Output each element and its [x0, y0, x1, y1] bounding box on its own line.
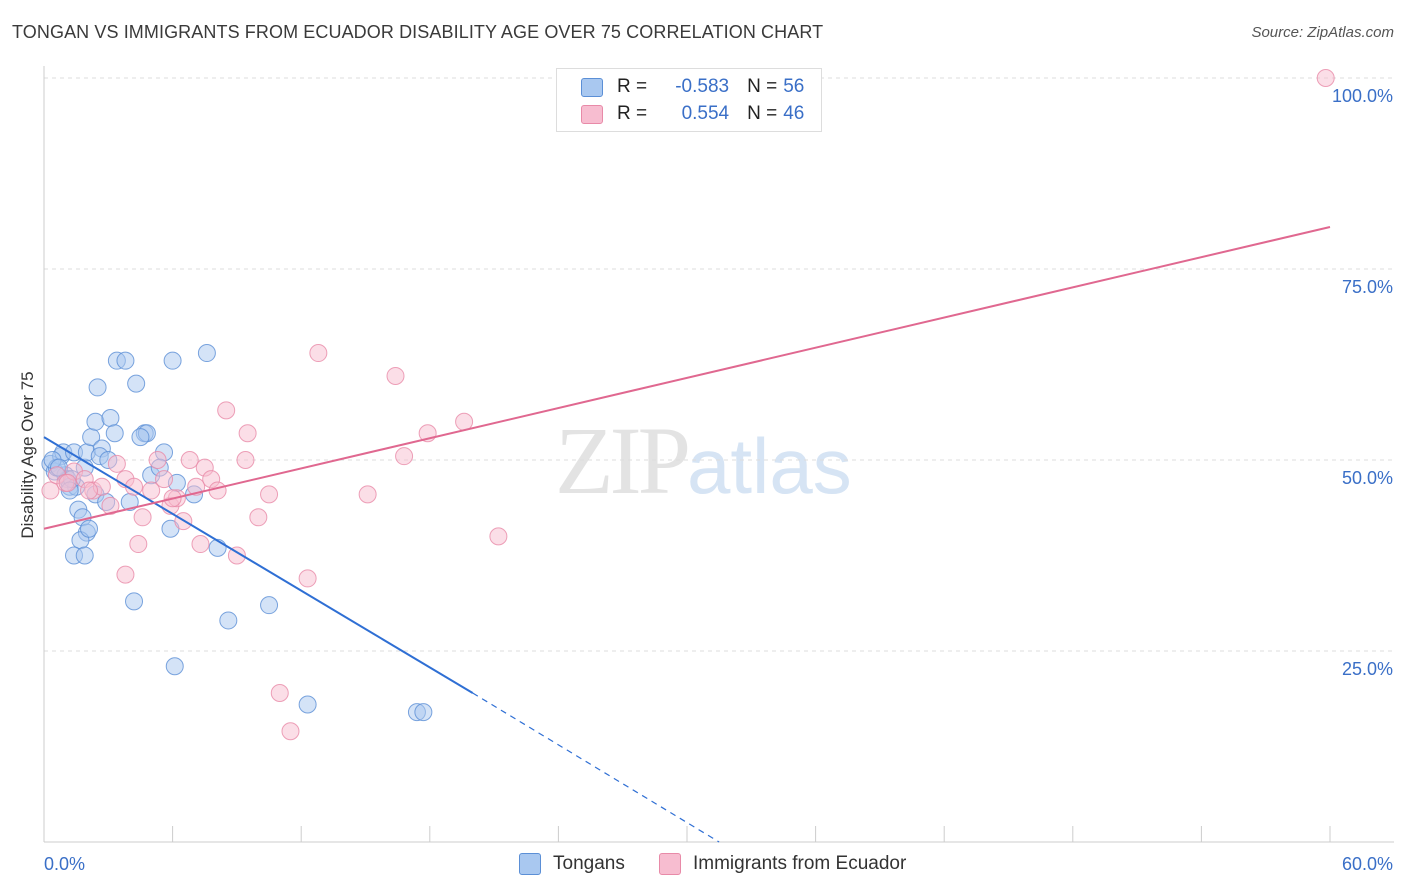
- bottom-legend-swatch-ecuador: [659, 853, 681, 875]
- ecuador-point: [249, 508, 268, 527]
- ecuador-point: [155, 470, 174, 489]
- tongan-point: [86, 412, 105, 431]
- tongan-point: [127, 374, 146, 393]
- ecuador-point: [101, 496, 120, 515]
- tongan-trend-line: [43, 436, 474, 694]
- ecuador-point: [116, 565, 135, 584]
- ecuador-point: [107, 454, 126, 473]
- tongan-point: [125, 592, 144, 611]
- ecuador-point: [129, 535, 148, 554]
- tongan-point: [165, 657, 184, 676]
- ecuador-point: [191, 535, 210, 554]
- ecuador-point: [133, 508, 152, 527]
- tongan-point: [260, 596, 279, 615]
- legend-swatch-ecuador: [581, 104, 603, 124]
- tongan-point: [414, 703, 433, 722]
- tongan-point: [163, 351, 182, 370]
- tongan-point: [298, 695, 317, 714]
- y-tick-label: 50.0%: [1342, 468, 1393, 488]
- tongan-point: [197, 344, 216, 363]
- ecuador-trend-line: [43, 226, 1331, 530]
- legend-r-value-tongans: -0.583: [675, 76, 730, 97]
- ecuador-point: [148, 451, 167, 469]
- bottom-legend-tongans: Tongans: [519, 852, 625, 876]
- tongan-point: [75, 546, 94, 565]
- ecuador-point: [298, 569, 317, 588]
- tongan-point: [219, 611, 238, 630]
- tongan-point: [105, 424, 124, 443]
- legend-r-label: R =: [617, 76, 648, 97]
- ecuador-point: [270, 684, 289, 703]
- legend-n-value-ecuador: 46: [783, 103, 805, 124]
- ecuador-point: [395, 447, 414, 466]
- ecuador-point: [386, 366, 405, 385]
- ecuador-point: [187, 477, 206, 496]
- legend-row-ecuador: R = 0.554 N = 46: [581, 102, 804, 126]
- ecuador-point: [227, 546, 246, 565]
- y-tick-label: 100.0%: [1332, 86, 1393, 106]
- legend-r-value-ecuador: 0.554: [681, 103, 730, 124]
- ecuador-point: [455, 412, 474, 431]
- legend-n-label: N =: [747, 103, 778, 124]
- ecuador-point: [208, 481, 227, 500]
- ecuador-point: [80, 481, 99, 500]
- tongan-point: [131, 428, 150, 447]
- tongan-trend-extension: [472, 692, 720, 843]
- x-tick-label: 0.0%: [44, 854, 85, 874]
- bottom-legend-swatch-tongans: [519, 853, 541, 875]
- ecuador-point: [58, 473, 77, 492]
- ecuador-point: [236, 451, 255, 469]
- ecuador-point: [180, 451, 199, 469]
- legend-swatch-tongans: [581, 77, 603, 97]
- bottom-legend-label-ecuador: Immigrants from Ecuador: [693, 853, 907, 874]
- ecuador-point: [260, 485, 279, 504]
- watermark-atlas: atlas: [687, 422, 852, 510]
- legend-n-label: N =: [747, 76, 778, 97]
- tongan-point: [116, 351, 135, 370]
- legend-r-label: R =: [617, 103, 648, 124]
- tongan-point: [101, 408, 120, 427]
- chart-title: TONGAN VS IMMIGRANTS FROM ECUADOR DISABI…: [12, 22, 824, 42]
- bottom-legend-label-tongans: Tongans: [553, 853, 625, 874]
- correlation-legend: R = -0.583 N = 56 R = 0.554 N = 46: [556, 68, 822, 132]
- ecuador-point: [281, 722, 300, 741]
- bottom-legend-ecuador: Immigrants from Ecuador: [659, 852, 906, 876]
- tongan-point: [208, 538, 227, 557]
- ecuador-point: [358, 485, 377, 504]
- source-label: Source: ZipAtlas.com: [1251, 24, 1394, 41]
- ecuador-point: [1316, 69, 1335, 87]
- ecuador-point: [238, 424, 257, 443]
- ecuador-point: [142, 481, 161, 500]
- ecuador-point: [309, 344, 328, 363]
- tongan-point: [88, 378, 107, 397]
- tongan-point: [80, 519, 99, 538]
- x-tick-label: 60.0%: [1342, 854, 1393, 874]
- ecuador-point: [489, 527, 508, 546]
- y-tick-label: 75.0%: [1342, 277, 1393, 297]
- legend-row-tongans: R = -0.583 N = 56: [581, 75, 804, 99]
- legend-n-value-tongans: 56: [783, 76, 805, 97]
- y-axis-label: Disability Age Over 75: [18, 371, 37, 539]
- ecuador-point: [41, 481, 60, 500]
- y-tick-label: 25.0%: [1342, 659, 1393, 679]
- ecuador-point: [217, 401, 236, 420]
- watermark: ZIPatlas: [555, 405, 852, 516]
